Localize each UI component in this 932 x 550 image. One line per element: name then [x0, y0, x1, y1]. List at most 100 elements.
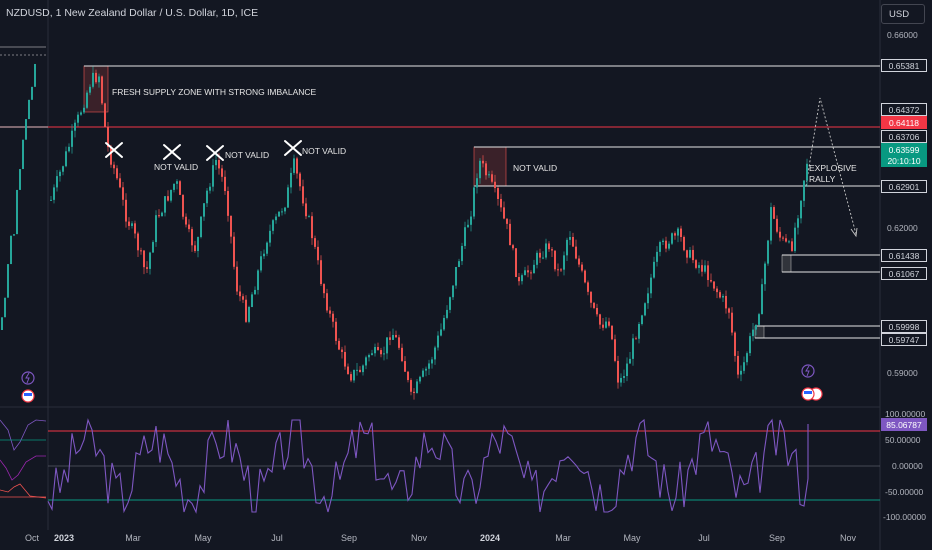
- candle-body: [356, 369, 358, 371]
- candle-body: [410, 380, 412, 392]
- price-axis-label: 0.59000: [887, 368, 918, 378]
- candle-body: [377, 347, 379, 351]
- candle-body: [404, 361, 406, 372]
- candle-body: [461, 245, 463, 262]
- candle-body: [125, 199, 127, 222]
- candle-body: [188, 224, 190, 230]
- time-axis-label: Nov: [839, 533, 857, 543]
- candle-body: [236, 266, 238, 292]
- candle-body: [263, 253, 265, 257]
- candle-body: [782, 237, 784, 239]
- candle-body: [500, 198, 502, 208]
- candle-body: [239, 291, 241, 297]
- event-icons[interactable]: [21, 364, 823, 403]
- candle-body: [296, 158, 298, 174]
- explosive-rally-annotation: EXPLOSIVE: [809, 163, 857, 173]
- candle-body: [725, 295, 727, 309]
- lightning-icon[interactable]: [801, 364, 815, 378]
- candle-body: [560, 269, 562, 271]
- candle-body: [176, 181, 178, 184]
- candle-body: [143, 250, 145, 268]
- candle-body: [320, 260, 322, 285]
- currency-button[interactable]: USD: [881, 4, 925, 24]
- candle-body: [10, 235, 12, 265]
- oscillator-axis-label: 50.00000: [885, 435, 921, 445]
- candle-body: [557, 269, 559, 271]
- projection-arrowhead: [850, 227, 858, 238]
- candle-body: [713, 281, 715, 289]
- time-axis-label: Mar: [125, 533, 141, 543]
- candle-body: [104, 103, 106, 127]
- supply-zone-annotation: FRESH SUPPLY ZONE WITH STRONG IMBALANCE: [112, 87, 317, 97]
- candle-body: [386, 337, 388, 354]
- candle-body: [278, 211, 280, 217]
- candle-body: [743, 362, 745, 371]
- candle-body: [224, 176, 226, 192]
- candle-body: [512, 245, 514, 249]
- candle-body: [161, 212, 163, 217]
- candle-body: [470, 216, 472, 225]
- candle-body: [242, 296, 244, 300]
- candle-body: [473, 187, 475, 217]
- candle-body: [227, 191, 229, 216]
- candle-body: [284, 207, 286, 212]
- candle-body: [620, 377, 622, 383]
- current-price: 0.63599: [888, 145, 920, 155]
- candle-body: [518, 276, 520, 282]
- candle-body: [569, 237, 571, 240]
- candle-body: [440, 329, 442, 336]
- lightning-icon[interactable]: [21, 371, 35, 385]
- candle-body: [359, 369, 361, 373]
- candle-body: [509, 223, 511, 246]
- price-level-label: 0.65381: [881, 59, 927, 72]
- candle-body: [677, 228, 679, 236]
- candle-body: [488, 174, 490, 176]
- candle-body: [122, 187, 124, 200]
- candle-body: [674, 233, 676, 236]
- price-level-label: 0.59998: [881, 320, 927, 333]
- candle-body: [332, 313, 334, 322]
- candle-body: [7, 264, 9, 298]
- time-axis-label: Sep: [340, 533, 358, 543]
- candle-body: [182, 194, 184, 217]
- candle-body: [467, 224, 469, 228]
- oscillator-axis-label: 100.00000: [885, 409, 926, 419]
- candle-body: [425, 368, 427, 371]
- candle-body: [638, 324, 640, 339]
- candle-body: [710, 280, 712, 282]
- candle-body: [572, 237, 574, 247]
- candle-body: [74, 122, 76, 131]
- candle-body: [455, 266, 457, 286]
- candle-body: [158, 215, 160, 217]
- candle-body: [101, 76, 103, 104]
- candle-body: [632, 338, 634, 359]
- candle-body: [701, 265, 703, 272]
- candle-body: [626, 363, 628, 377]
- candle-body: [449, 297, 451, 310]
- candle-body: [215, 159, 217, 166]
- candle-body: [206, 190, 208, 204]
- candle-body: [407, 371, 409, 381]
- candle-body: [521, 275, 523, 282]
- price-level-label: 0.62901: [881, 180, 927, 193]
- candle-body: [641, 315, 643, 325]
- candle-body: [260, 256, 262, 271]
- candle-body: [1, 317, 3, 330]
- candle-body: [671, 233, 673, 244]
- candle-body: [527, 270, 529, 273]
- candle-body: [752, 329, 754, 337]
- candle-body: [683, 236, 685, 251]
- candle-body: [95, 72, 97, 83]
- candle-body: [266, 242, 268, 254]
- candle-body: [401, 347, 403, 362]
- candle-body: [371, 353, 373, 355]
- candle-body: [515, 248, 517, 277]
- candle-body: [293, 158, 295, 173]
- candle-body: [16, 189, 18, 235]
- candle-body: [716, 288, 718, 293]
- chart-title[interactable]: NZDUSD, 1 New Zealand Dollar / U.S. Doll…: [6, 7, 259, 19]
- candle-body: [635, 338, 637, 340]
- candle-body: [317, 246, 319, 261]
- candle-body: [605, 321, 607, 328]
